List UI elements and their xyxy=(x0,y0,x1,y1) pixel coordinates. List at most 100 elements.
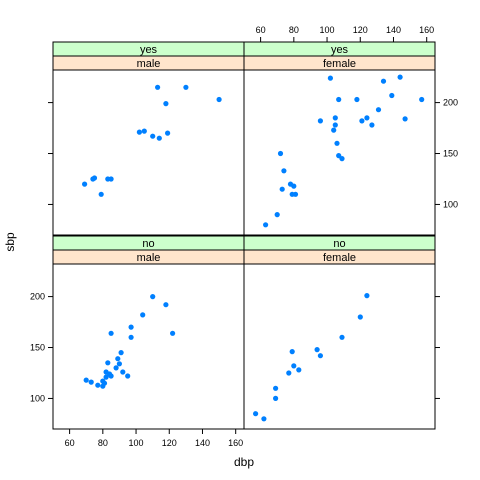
data-point xyxy=(273,395,279,401)
data-point xyxy=(253,411,259,417)
data-point xyxy=(98,191,104,197)
data-point xyxy=(389,92,395,99)
data-point xyxy=(141,128,147,134)
data-point xyxy=(339,334,345,340)
data-point xyxy=(292,191,299,197)
data-point xyxy=(354,96,360,103)
x-axis-top: 60 80 100 120 140 160 xyxy=(256,25,434,42)
axes-layer: 60 80 100 120 140 160 60 80 100 120 140 160 100 150 20… xyxy=(30,25,458,448)
data-point xyxy=(115,356,121,362)
data-point xyxy=(339,156,345,162)
data-point xyxy=(150,294,156,300)
panel-frame xyxy=(243,263,436,430)
x-tick-label: 140 xyxy=(195,438,210,448)
data-point xyxy=(336,96,342,103)
y-axis-label: sbp xyxy=(3,232,17,252)
data-point xyxy=(317,118,323,124)
data-point xyxy=(274,212,280,218)
panel-1: no male xyxy=(52,235,245,430)
data-point xyxy=(273,385,279,391)
data-point xyxy=(113,365,119,371)
data-point xyxy=(108,330,114,336)
data-point xyxy=(317,353,323,359)
strip-label-sex: male xyxy=(137,252,161,264)
data-point xyxy=(279,186,285,192)
data-point xyxy=(332,115,338,121)
data-point xyxy=(331,127,337,133)
data-point xyxy=(369,122,375,128)
data-point xyxy=(327,75,333,81)
x-axis-bottom: 60 80 100 120 140 160 xyxy=(65,429,243,448)
y-tick-label: 100 xyxy=(30,393,45,403)
data-point xyxy=(95,382,101,388)
data-point xyxy=(91,175,98,181)
panel-frame xyxy=(52,263,245,430)
data-point xyxy=(83,377,89,383)
y-axis-left-top xyxy=(48,102,53,205)
x-axis-label: dbp xyxy=(234,455,254,469)
y-tick-label: 100 xyxy=(443,199,458,209)
x-tick-label: 160 xyxy=(419,25,434,35)
data-point xyxy=(105,360,111,366)
data-point xyxy=(281,168,287,174)
data-point xyxy=(359,118,365,124)
data-point xyxy=(118,350,124,356)
strip-label-sex: male xyxy=(137,58,161,70)
y-axis-left-bottom: 100 150 200 xyxy=(30,292,53,403)
data-point xyxy=(296,367,302,373)
x-tick-label: 120 xyxy=(353,25,368,35)
strip-label-smoking: no xyxy=(142,238,154,250)
data-point xyxy=(140,312,146,318)
x-tick-label: 60 xyxy=(256,25,266,35)
data-point xyxy=(156,135,162,141)
data-point xyxy=(286,370,292,376)
panel-2: no female xyxy=(243,235,436,430)
data-point xyxy=(128,334,134,340)
data-point xyxy=(155,84,161,90)
strip-label-smoking: yes xyxy=(331,44,349,56)
panels-layer: no male no female yes male yes female xyxy=(52,41,436,430)
data-point xyxy=(277,150,284,157)
data-point xyxy=(108,176,114,182)
y-tick-label: 150 xyxy=(443,149,458,159)
strip-label-smoking: yes xyxy=(140,44,158,56)
panel-frame xyxy=(52,69,245,236)
panel-3: yes male xyxy=(52,41,245,236)
x-tick-label: 120 xyxy=(162,438,177,448)
strip-label-smoking: no xyxy=(333,238,345,250)
x-tick-label: 100 xyxy=(129,438,144,448)
data-point xyxy=(261,416,267,422)
panel-4: yes female xyxy=(243,41,436,236)
data-point xyxy=(150,133,156,139)
x-tick-label: 60 xyxy=(65,438,75,448)
data-point xyxy=(163,302,169,308)
data-point xyxy=(88,379,94,385)
data-point xyxy=(216,96,222,103)
data-point xyxy=(82,181,88,187)
x-tick-label: 140 xyxy=(386,25,401,35)
data-point xyxy=(128,324,134,330)
data-point xyxy=(364,115,370,121)
data-point xyxy=(263,222,269,228)
y-tick-label: 200 xyxy=(30,292,45,302)
x-tick-label: 160 xyxy=(228,438,243,448)
data-point xyxy=(116,361,122,367)
data-point xyxy=(336,153,342,159)
panel-frame xyxy=(243,69,436,236)
data-point xyxy=(170,330,176,336)
data-point xyxy=(165,130,171,136)
data-point xyxy=(397,74,403,80)
strip-label-sex: female xyxy=(323,58,356,70)
data-point xyxy=(291,183,297,189)
data-point xyxy=(108,373,114,379)
y-tick-label: 200 xyxy=(443,98,458,108)
data-point xyxy=(101,380,108,386)
data-point xyxy=(120,369,126,375)
strip-bar-sex xyxy=(243,249,436,265)
strip-bar-sex xyxy=(243,55,436,71)
x-tick-label: 80 xyxy=(98,438,108,448)
data-point xyxy=(357,314,363,320)
y-axis-right-top: 100 150 200 xyxy=(435,98,458,209)
data-point xyxy=(103,374,109,380)
